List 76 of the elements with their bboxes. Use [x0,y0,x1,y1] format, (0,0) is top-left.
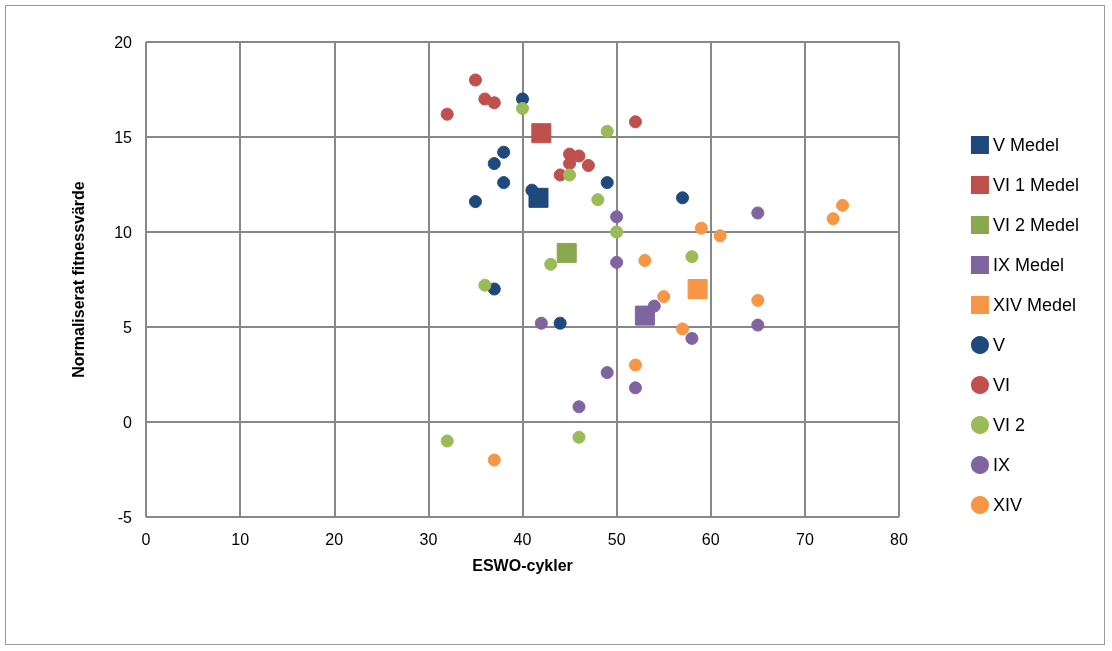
point [687,279,708,299]
x-tick-label: 70 [795,530,814,548]
legend-label: VI [992,375,1010,395]
point [572,149,586,163]
point [647,299,661,313]
point [581,159,595,172]
point [440,107,454,121]
point [563,157,577,171]
point [600,124,614,138]
legend-label: XIV [992,495,1022,515]
legend-label: IX Medel [992,255,1064,275]
point [600,366,614,380]
point [572,400,586,414]
point [751,318,765,332]
point [657,290,671,304]
point [685,331,699,345]
x-tick-label: 50 [607,530,626,548]
point [572,430,586,444]
y-tick-label: 0 [123,413,133,431]
legend-label: IX [992,455,1010,475]
point [516,102,529,115]
x-tick-label: 40 [513,530,532,548]
legend-label: VI 2 [992,415,1025,435]
y-tick-label: -5 [117,508,133,526]
point [676,322,690,336]
x-tick-label: 60 [701,530,720,548]
point [487,453,501,467]
point [610,210,624,224]
y-tick-label: 5 [123,318,133,336]
point [553,316,567,330]
point [634,305,655,326]
x-tick-label: 20 [325,530,344,548]
y-tick-label: 15 [114,128,133,146]
point [563,168,577,182]
legend-label: XIV Medel [992,295,1076,315]
x-tick-label: 10 [231,530,250,548]
point [487,157,501,171]
legend-label: V [992,335,1005,355]
point [751,206,765,220]
point [751,293,765,307]
point [685,250,699,264]
point [531,123,552,144]
point [610,225,624,239]
point [468,73,482,87]
point [713,229,727,243]
point [497,176,511,190]
point [468,195,482,209]
x-axis-title: ESWO-cykler [472,556,573,574]
point [600,176,614,190]
point [628,358,642,372]
point [556,242,577,263]
point [628,381,642,395]
x-tick-label: 80 [890,530,908,548]
x-tick-label: 0 [141,530,151,548]
point [628,115,642,129]
point [836,198,850,212]
point [478,278,492,292]
x-tick-label: 30 [419,530,438,548]
point [487,96,501,110]
point [544,257,558,271]
point [676,191,690,205]
legend-label: VI 1 Medel [992,175,1079,195]
point [694,221,708,235]
point [638,254,652,267]
point [440,434,454,448]
point [534,316,548,330]
point [610,255,624,269]
y-tick-label: 20 [114,33,133,51]
y-axis-title: Normaliserat fitnessvärde [69,181,87,378]
legend-label: VI 2 Medel [992,215,1079,235]
point [525,183,539,197]
legend-label: V Medel [992,135,1059,155]
point [826,212,840,226]
point [497,145,511,159]
point [591,193,605,207]
y-tick-label: 10 [114,223,133,241]
